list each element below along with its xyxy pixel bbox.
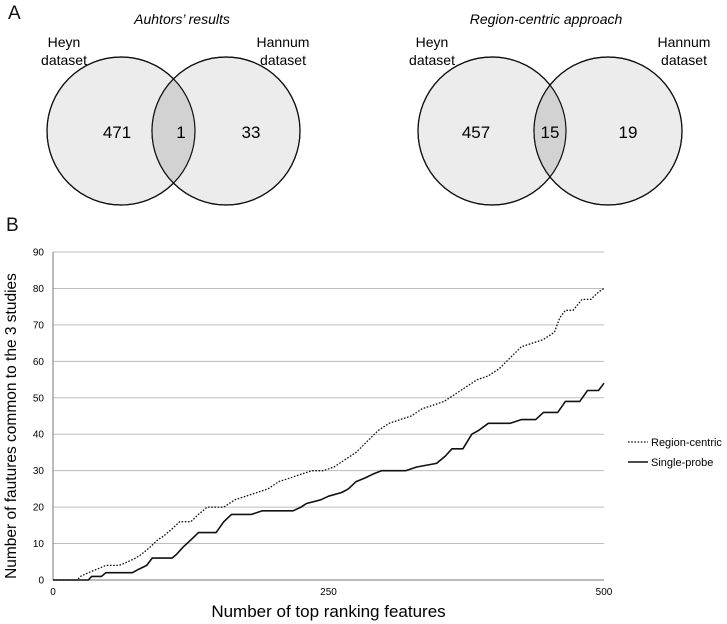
y-tick-label-70: 70 xyxy=(33,320,45,331)
y-tick-label-80: 80 xyxy=(33,284,45,295)
y-tick-label-60: 60 xyxy=(33,357,45,368)
venn2-title: Region-centric approach xyxy=(470,11,623,27)
y-tick-label-50: 50 xyxy=(33,393,45,404)
venn2-left-label-line1: Heyn xyxy=(416,34,449,50)
venn1-right-label-line2: dataset xyxy=(260,52,306,68)
series-lines xyxy=(53,287,605,581)
panel-a-letter: A xyxy=(8,3,21,24)
venn1-title: Auhtors’ results xyxy=(133,11,230,27)
panel-b-letter: B xyxy=(6,215,19,236)
tick-labels: 0 10 20 30 40 50 60 70 80 90 0 250 500 xyxy=(33,248,613,599)
axes xyxy=(52,252,604,581)
venn2-left-only-count: 457 xyxy=(462,123,490,142)
venn2-overlap-count: 15 xyxy=(541,123,560,142)
y-tick-label-90: 90 xyxy=(33,248,45,259)
x-axis-title: Number of top ranking features xyxy=(211,602,445,621)
venn2-right-label-line2: dataset xyxy=(661,52,707,68)
legend-label-0: Region-centric xyxy=(651,437,722,449)
grid-lines xyxy=(53,251,604,545)
line-chart: 0 10 20 30 40 50 60 70 80 90 0 250 500 Region-centri… xyxy=(3,248,722,622)
y-tick-label-10: 10 xyxy=(33,539,45,550)
y-axis-title: Number of fautures common to the 3 studi… xyxy=(3,273,20,579)
series-line-region-centric xyxy=(53,287,605,581)
series-line-single-probe xyxy=(53,382,605,581)
venn1-left-label-line1: Heyn xyxy=(48,34,81,50)
venn2-right-label-line1: Hannum xyxy=(658,34,711,50)
legend: Region-centric Single-probe xyxy=(628,437,722,469)
venn1-right-only-count: 33 xyxy=(242,123,261,142)
venn1-overlap-count: 1 xyxy=(176,123,185,142)
y-tick-label-20: 20 xyxy=(33,503,45,514)
venn2-left-label-line2: dataset xyxy=(409,52,455,68)
legend-label-1: Single-probe xyxy=(651,457,713,469)
venn1-left-label-line2: dataset xyxy=(41,52,87,68)
venn-region-centric: Region-centric approach Heyn dataset Han… xyxy=(409,11,711,206)
venn1-right-label-line1: Hannum xyxy=(257,34,310,50)
x-tick-label-500: 500 xyxy=(596,587,613,598)
y-tick-label-30: 30 xyxy=(33,466,45,477)
y-tick-label-0: 0 xyxy=(38,576,44,587)
x-tick-label-250: 250 xyxy=(320,587,337,598)
venn-authors-results: Auhtors’ results Heyn dataset Hannum dat… xyxy=(41,11,310,206)
venn2-right-only-count: 19 xyxy=(619,123,638,142)
x-tick-label-0: 0 xyxy=(50,587,56,598)
y-tick-label-40: 40 xyxy=(33,430,45,441)
venn1-left-only-count: 471 xyxy=(103,123,131,142)
